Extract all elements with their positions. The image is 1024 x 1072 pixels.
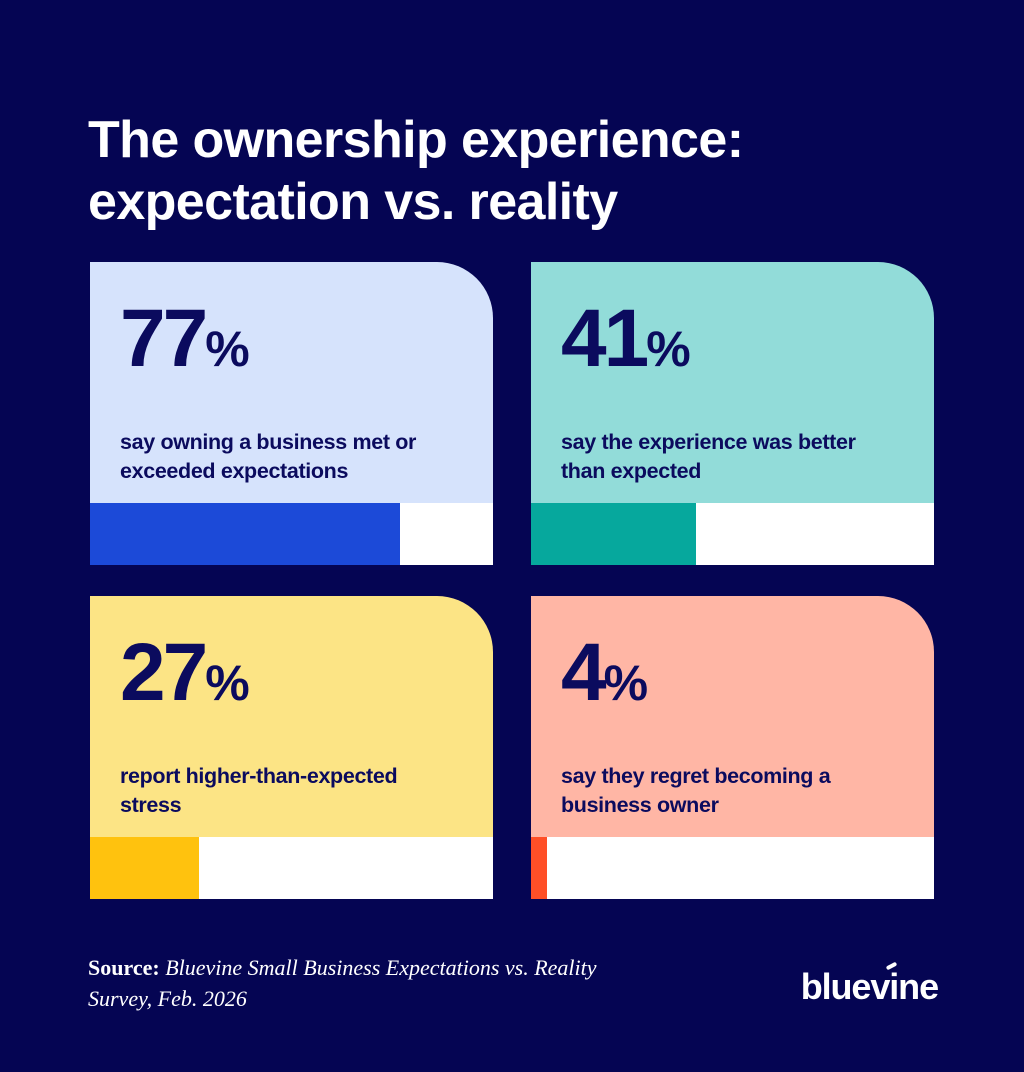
bluevine-logo: bluevine [800,961,939,1014]
stat-card-2-caption: say the experience was better than expec… [561,430,856,483]
stat-card-1-body: 77% say owning a business met or exceede… [90,262,493,503]
stat-card-3-caption: report higher-than-expected stress [120,764,398,817]
stat-card-1-bar-fill [90,503,401,565]
title-line-2: expectation vs. reality [88,172,618,231]
stat-card-4-value: 4% [561,632,904,714]
stat-card-3-number: 27 [120,627,208,718]
page-title: The ownership experience: expectation vs… [88,109,928,233]
stat-card-2-value: 41% [561,298,904,380]
stat-card-4: 4% say they regret becoming a business o… [531,596,934,899]
stat-card-4-number: 4 [561,627,607,718]
title-line-1: The ownership experience: [88,110,744,169]
stat-card-2: 41% say the experience was better than e… [531,262,934,565]
stat-card-3: 27% report higher-than-expected stress [90,596,493,899]
footer: Source: Bluevine Small Business Expectat… [88,952,939,1014]
stat-card-4-percent-symbol: % [603,655,648,711]
stat-card-4-caption: say they regret becoming a business owne… [561,764,831,817]
stat-card-3-percent-symbol: % [205,655,249,711]
stat-card-3-bar-track [90,837,493,899]
source-attribution: Source: Bluevine Small Business Expectat… [88,952,608,1014]
stat-card-4-bar-fill [531,837,548,899]
source-text: Bluevine Small Business Expectations vs.… [88,955,597,1011]
stat-card-2-number: 41 [561,293,649,384]
stat-card-grid: 77% say owning a business met or exceede… [90,262,934,899]
stat-card-3-value: 27% [120,632,463,714]
stat-card-2-body: 41% say the experience was better than e… [531,262,934,503]
stat-card-1-value: 77% [120,298,463,380]
stat-card-1-percent-symbol: % [205,321,249,377]
stat-card-3-bar-fill [90,837,199,899]
stat-card-1-bar-track [90,503,493,565]
stat-card-4-body: 4% say they regret becoming a business o… [531,596,934,837]
stat-card-2-bar-fill [531,503,697,565]
stat-card-4-bar-track [531,837,934,899]
stat-card-1: 77% say owning a business met or exceede… [90,262,493,565]
stat-card-2-bar-track [531,503,934,565]
source-label: Source: [88,955,160,980]
stat-card-3-body: 27% report higher-than-expected stress [90,596,493,837]
stat-card-1-caption: say owning a business met or exceeded ex… [120,430,417,483]
bluevine-logo-text: bluevine [800,966,939,1007]
stat-card-1-number: 77 [120,293,208,384]
stat-card-2-percent-symbol: % [646,321,690,377]
